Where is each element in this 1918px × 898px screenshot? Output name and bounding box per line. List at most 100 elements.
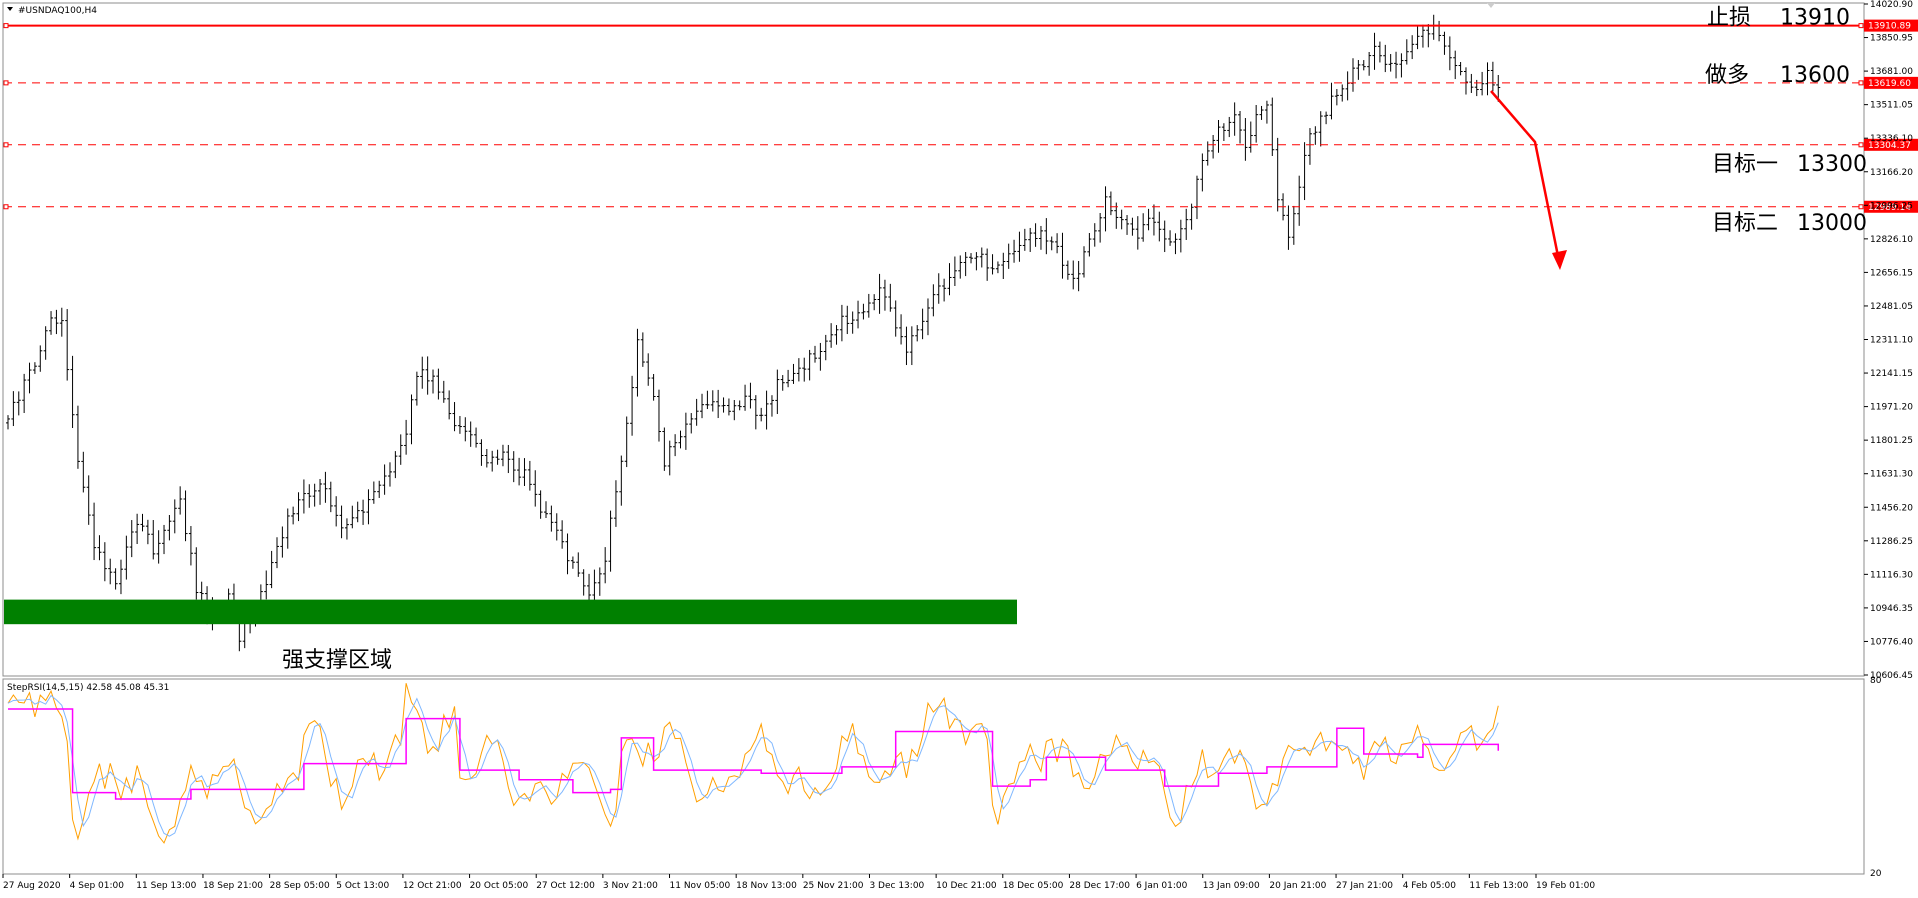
price-bar (275, 537, 279, 569)
price-bar (850, 311, 855, 334)
price-bar (1270, 97, 1275, 156)
indicator-title: StepRSI(14,5,15) 42.58 45.08 45.31 (7, 683, 169, 693)
price-bar (608, 510, 613, 572)
level-anchor-left[interactable] (3, 142, 9, 148)
price-bar (759, 407, 764, 422)
time-tick-label: 3 Nov 21:00 (603, 881, 658, 891)
time-tick-label: 25 Nov 21:00 (803, 881, 864, 891)
price-bar (1372, 32, 1377, 70)
price-bar (780, 375, 785, 391)
support-zone-group (4, 599, 1017, 625)
price-bar (86, 475, 91, 525)
rsi-fast-line (7, 683, 1499, 844)
price-bar (1340, 84, 1345, 102)
price-bar (748, 382, 753, 409)
price-bar (845, 305, 850, 335)
price-bar (904, 326, 909, 366)
price-bar (565, 533, 570, 575)
price-bar (1420, 24, 1425, 48)
price-bar (716, 389, 721, 419)
price-bar (1082, 246, 1086, 278)
price-bar (1076, 260, 1081, 292)
price-tick-label: 12141.15 (1870, 369, 1913, 379)
price-bar (1307, 128, 1312, 165)
price-tick-label: 11456.20 (1870, 503, 1913, 513)
price-tick-label: 13166.20 (1870, 168, 1913, 178)
price-bar (640, 332, 645, 367)
price-bar (1184, 208, 1189, 240)
price-bar (102, 542, 107, 582)
price-bar (59, 307, 64, 337)
level-anchor-right[interactable] (1858, 80, 1864, 86)
price-bar (1038, 225, 1043, 250)
level-anchor-left[interactable] (3, 80, 9, 86)
price-bar (527, 460, 532, 491)
price-bar (570, 556, 575, 569)
level-price-tag-bg (1864, 19, 1918, 32)
price-bar (829, 323, 834, 348)
indicator-frame (2, 678, 1865, 875)
price-bar (813, 345, 817, 363)
price-bar (361, 499, 366, 525)
scroll-marker-icon[interactable] (1487, 3, 1495, 8)
price-tick-label: 10776.40 (1870, 637, 1913, 647)
price-bar (1232, 102, 1237, 136)
price-bar (1012, 239, 1017, 263)
rsi-slow-line (7, 694, 1499, 837)
price-bar (603, 547, 608, 584)
price-bar (479, 439, 484, 466)
level-anchor-right[interactable] (1858, 142, 1864, 148)
price-bar (301, 479, 306, 514)
price-bar (1135, 216, 1140, 250)
price-bar (366, 489, 371, 525)
time-tick-label: 18 Sep 21:00 (203, 881, 263, 891)
price-tick-label: 10606.45 (1870, 671, 1913, 681)
price-bar (162, 524, 167, 555)
price-bar (1055, 233, 1060, 254)
price-bar (135, 513, 140, 545)
price-bar (877, 273, 882, 314)
price-bar (1022, 228, 1027, 251)
price-bar (522, 458, 527, 486)
time-tick-label: 13 Jan 09:00 (1203, 881, 1260, 891)
price-bar (1286, 205, 1291, 250)
level-anchor-right[interactable] (1858, 23, 1864, 29)
chart-menu-icon[interactable] (7, 7, 13, 11)
price-bar (70, 355, 75, 429)
price-bar (1318, 111, 1323, 147)
time-tick-label: 6 Jan 01:00 (1136, 881, 1188, 891)
price-bar (264, 570, 269, 600)
annotation-label-3: 目标一 (1712, 152, 1778, 177)
price-bar (538, 490, 543, 519)
price-bar (576, 552, 581, 577)
price-bar (753, 395, 758, 430)
price-bar (683, 412, 688, 450)
price-bar (1194, 175, 1199, 220)
price-bar (296, 492, 301, 522)
level-price-tag: 13910.89 (1868, 22, 1911, 32)
level-price-tag-bg (1864, 138, 1918, 151)
level-anchor-right[interactable] (1858, 204, 1864, 210)
price-bar (775, 369, 780, 415)
price-bar (371, 481, 376, 504)
price-bar (737, 400, 742, 411)
price-bar (1453, 50, 1458, 80)
price-bar (721, 397, 726, 413)
time-tick-label: 27 Aug 2020 (3, 881, 61, 891)
price-bar (673, 434, 678, 457)
price-bar (834, 325, 839, 345)
price-bar (350, 505, 355, 529)
price-bar (75, 405, 80, 469)
time-tick-label: 28 Dec 17:00 (1069, 881, 1130, 891)
price-tick-label: 13336.10 (1870, 134, 1913, 144)
price-bar (377, 480, 382, 498)
price-bar (743, 384, 748, 411)
price-bar (1006, 243, 1011, 269)
price-bar (1141, 213, 1146, 242)
price-bar (1496, 75, 1501, 102)
downtrend-arrow-line (1490, 90, 1562, 267)
price-bar (457, 415, 462, 434)
price-bar (1291, 205, 1296, 245)
level-anchor-left[interactable] (3, 204, 9, 210)
level-anchor-left[interactable] (3, 23, 9, 29)
